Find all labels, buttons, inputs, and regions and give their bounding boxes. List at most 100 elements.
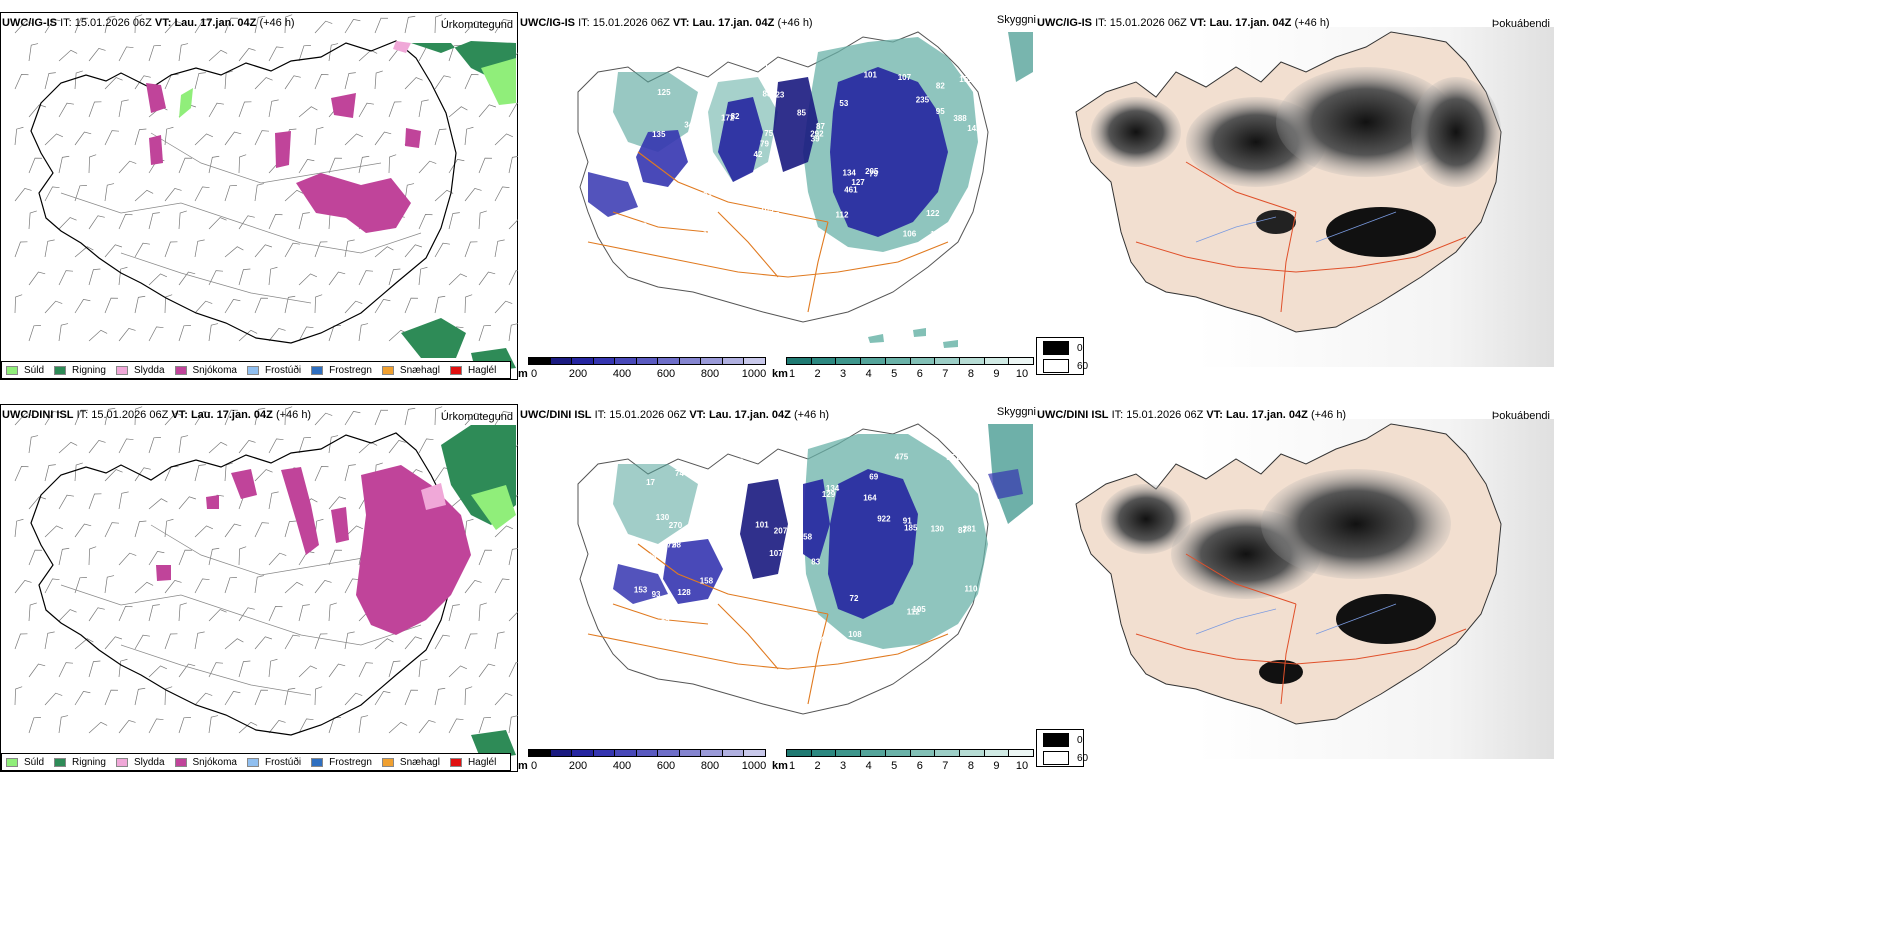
wind-barb bbox=[134, 128, 147, 146]
wind-barb bbox=[508, 270, 519, 286]
legend-swatch bbox=[311, 365, 324, 375]
wind-barb bbox=[238, 546, 247, 566]
wind-barb bbox=[478, 104, 497, 118]
wind-barb bbox=[164, 241, 178, 258]
wind-barb bbox=[254, 689, 268, 706]
wind-barb bbox=[88, 215, 105, 230]
wind-barb bbox=[14, 412, 33, 426]
wind-barb bbox=[404, 407, 416, 426]
cloudbase-label: 79 bbox=[760, 140, 769, 149]
wind-barb bbox=[344, 72, 356, 90]
wind-barb bbox=[464, 126, 474, 146]
legend-swatch bbox=[115, 757, 128, 767]
wind-barb bbox=[104, 522, 120, 538]
wind-barb bbox=[118, 606, 133, 622]
wind-barb bbox=[238, 101, 252, 118]
visibility-panel-top: 105 135 82 42 53 123 88 85 109 82 93 127 123 87 79 125 1… bbox=[518, 12, 1036, 380]
wind-barb bbox=[298, 604, 310, 622]
colorbar-tick: 400 bbox=[612, 368, 632, 380]
wind-barb bbox=[358, 155, 370, 174]
legend-label: Snæhagl bbox=[399, 756, 440, 768]
wind-barb bbox=[134, 406, 143, 426]
cloudbase-label: 86 bbox=[648, 553, 657, 562]
colorbar-segment bbox=[658, 358, 680, 364]
colorbar-tick: 5 bbox=[891, 760, 898, 772]
wind-barb bbox=[44, 525, 64, 538]
cloudbase-label: 327 bbox=[757, 617, 771, 626]
legend-item: Haglél bbox=[449, 365, 496, 376]
rivers-fog-bottom bbox=[1195, 603, 1397, 635]
wind-barb bbox=[508, 715, 519, 734]
wind-barb bbox=[494, 300, 513, 314]
wind-barb bbox=[28, 435, 39, 454]
precip-title-top: Úrkomutegund bbox=[440, 19, 513, 31]
wind-barb bbox=[44, 631, 55, 650]
cloudbase-label: 195 bbox=[641, 234, 655, 243]
wind-barb bbox=[74, 523, 92, 538]
wind-barb bbox=[14, 20, 33, 34]
wind-barb bbox=[464, 579, 482, 594]
wind-barb bbox=[194, 525, 214, 538]
cloudbase-label: 153 bbox=[634, 586, 648, 595]
wind-barb bbox=[388, 439, 406, 454]
wind-barb bbox=[464, 294, 473, 314]
wind-barb bbox=[434, 14, 443, 34]
wind-barb bbox=[328, 325, 341, 342]
wind-barb bbox=[74, 185, 87, 202]
wind-barb bbox=[134, 634, 150, 650]
wind-barb bbox=[118, 99, 129, 118]
wind-barb bbox=[374, 299, 391, 314]
cloudbase-label: 175 bbox=[766, 211, 780, 220]
wind-barb bbox=[508, 218, 519, 230]
wind-barb bbox=[284, 687, 296, 706]
colorbar-segment bbox=[615, 358, 637, 364]
wind-barb bbox=[208, 441, 228, 454]
cloudbase-label: 281 bbox=[963, 525, 977, 534]
wind-barb bbox=[134, 242, 150, 258]
wind-barb bbox=[208, 662, 224, 678]
colorbar-segment bbox=[1009, 358, 1034, 364]
wind-barb bbox=[254, 522, 270, 538]
wind-barb bbox=[314, 466, 329, 482]
wind-barb bbox=[388, 101, 402, 118]
wind-barb bbox=[208, 270, 224, 286]
wind-barb bbox=[58, 102, 74, 118]
wind-barb bbox=[298, 273, 318, 286]
cloudbase-label: 222 bbox=[800, 240, 814, 249]
colorbar-segment bbox=[959, 750, 985, 756]
wind-barb bbox=[298, 45, 311, 62]
wind-barb bbox=[284, 75, 301, 90]
wind-barb bbox=[238, 607, 255, 622]
colorbar-segment bbox=[679, 750, 702, 756]
colorbar-segment bbox=[836, 750, 862, 756]
legend-label: Slydda bbox=[133, 756, 165, 768]
cloudbase-label: 388 bbox=[953, 114, 967, 123]
cloudbase-label: 316 bbox=[702, 227, 716, 236]
legend-label: Rigning bbox=[72, 756, 106, 768]
wind-barb bbox=[194, 464, 206, 482]
wind-barb bbox=[88, 329, 108, 342]
wind-barb bbox=[478, 271, 496, 286]
wind-barb bbox=[434, 406, 443, 426]
wind-barb bbox=[448, 604, 460, 622]
colorbar-tick: 200 bbox=[568, 760, 588, 772]
wind-barb bbox=[448, 273, 468, 286]
wind-barb bbox=[44, 411, 61, 426]
wind-barb bbox=[28, 43, 39, 62]
fog-title-bottom: Þokuábendi bbox=[1491, 410, 1550, 422]
colorbar-segment bbox=[701, 750, 723, 756]
wind-barb bbox=[478, 325, 491, 342]
wind-barb bbox=[208, 715, 219, 734]
wind-barb bbox=[88, 154, 97, 174]
wind-barb bbox=[104, 183, 115, 202]
wind-barb bbox=[298, 212, 310, 230]
cloudbase-label: 127 bbox=[692, 214, 706, 223]
cloudbase-label: 101 bbox=[864, 71, 878, 80]
wind-barb bbox=[374, 638, 394, 650]
wind-barb bbox=[478, 717, 491, 734]
wind-barb bbox=[118, 46, 134, 62]
cloudbase-patches-bottom bbox=[613, 469, 1023, 619]
wind-barb bbox=[44, 239, 55, 258]
wind-barb bbox=[464, 686, 473, 706]
colorbar-segment bbox=[529, 358, 551, 364]
